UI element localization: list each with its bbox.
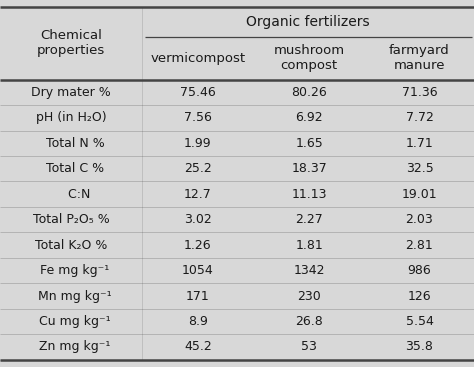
Text: Mn mg kg⁻¹: Mn mg kg⁻¹ [30,290,112,302]
Text: 53: 53 [301,341,317,353]
Text: 26.8: 26.8 [295,315,323,328]
Text: mushroom
compost: mushroom compost [273,44,345,72]
Text: 126: 126 [408,290,431,302]
Text: 7.72: 7.72 [406,111,433,124]
Text: 19.01: 19.01 [401,188,438,201]
Text: C:N: C:N [52,188,90,201]
Text: 3.02: 3.02 [184,213,212,226]
Text: 32.5: 32.5 [406,162,433,175]
Text: 1054: 1054 [182,264,214,277]
Text: 1.99: 1.99 [184,137,212,150]
Text: 25.2: 25.2 [184,162,212,175]
Text: 986: 986 [408,264,431,277]
Text: 75.46: 75.46 [180,86,216,99]
Text: 12.7: 12.7 [184,188,212,201]
Text: 45.2: 45.2 [184,341,212,353]
Text: 5.54: 5.54 [406,315,433,328]
Text: Total P₂O₅ %: Total P₂O₅ % [33,213,109,226]
Text: 6.92: 6.92 [295,111,323,124]
Text: 80.26: 80.26 [292,86,327,99]
Text: 35.8: 35.8 [406,341,433,353]
Text: 2.81: 2.81 [406,239,433,252]
Text: 71.36: 71.36 [401,86,438,99]
Text: pH (in H₂O): pH (in H₂O) [36,111,106,124]
Text: Chemical
properties: Chemical properties [37,29,105,58]
Text: 7.56: 7.56 [184,111,212,124]
Text: 2.03: 2.03 [406,213,433,226]
Text: vermicompost: vermicompost [150,52,246,65]
Text: 1.65: 1.65 [295,137,323,150]
Text: Zn mg kg⁻¹: Zn mg kg⁻¹ [31,341,111,353]
Text: 2.27: 2.27 [295,213,323,226]
Text: 1.26: 1.26 [184,239,212,252]
Text: Dry mater %: Dry mater % [31,86,111,99]
Text: 1.71: 1.71 [406,137,433,150]
Text: 1.81: 1.81 [295,239,323,252]
Text: 230: 230 [297,290,321,302]
Text: farmyard
manure: farmyard manure [389,44,450,72]
Text: 18.37: 18.37 [292,162,327,175]
Text: 11.13: 11.13 [292,188,327,201]
Text: Cu mg kg⁻¹: Cu mg kg⁻¹ [31,315,111,328]
Text: Total C %: Total C % [38,162,104,175]
Text: 171: 171 [186,290,210,302]
Text: Fe mg kg⁻¹: Fe mg kg⁻¹ [33,264,109,277]
Text: Total N %: Total N % [38,137,104,150]
Text: 8.9: 8.9 [188,315,208,328]
Text: 1342: 1342 [293,264,325,277]
Text: Total K₂O %: Total K₂O % [35,239,107,252]
Text: Organic fertilizers: Organic fertilizers [246,15,370,29]
